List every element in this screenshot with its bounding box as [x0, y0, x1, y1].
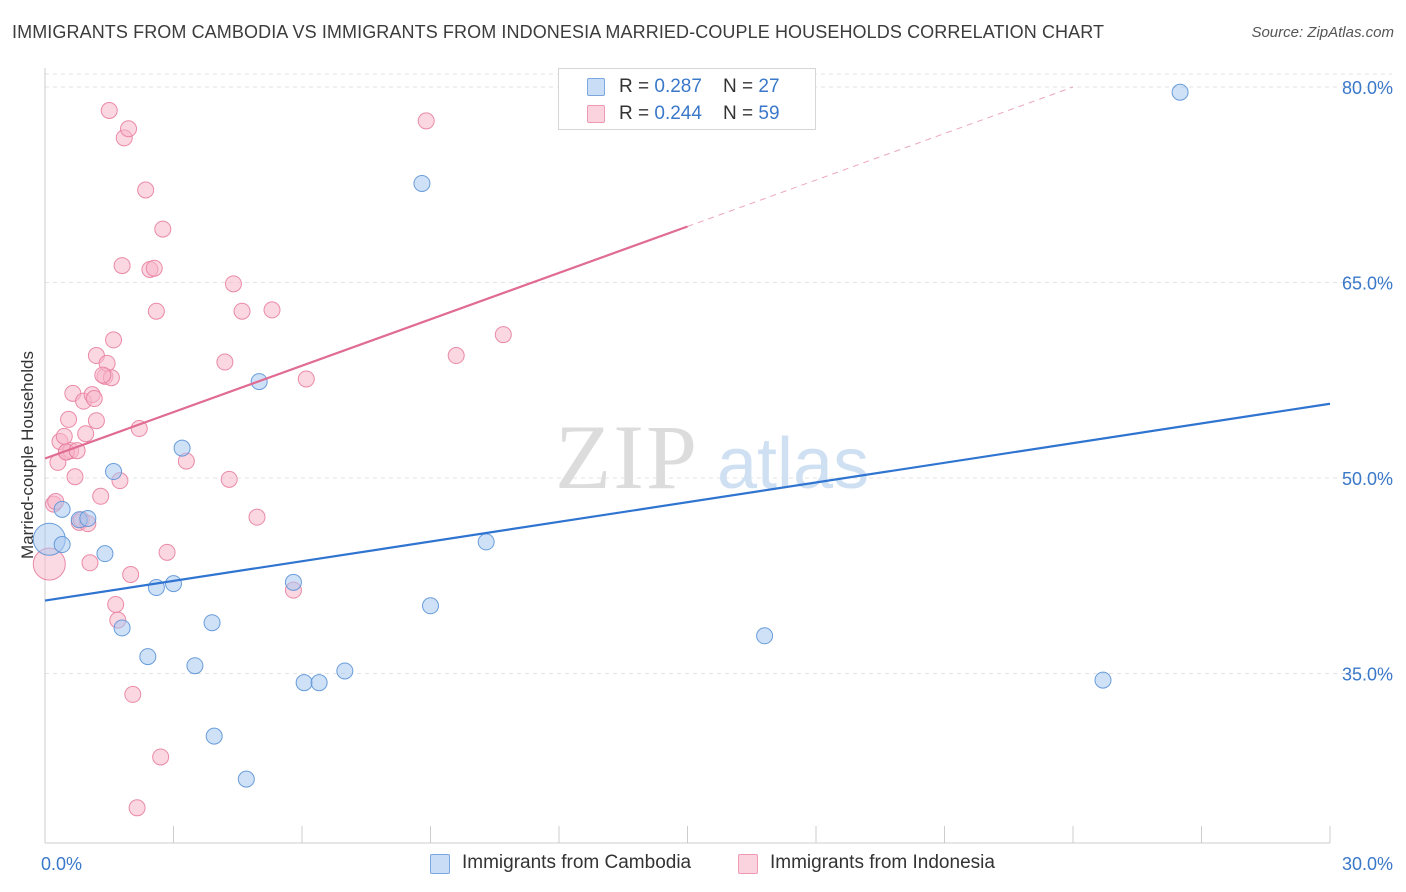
indonesia-point	[128, 799, 146, 817]
cambodia-point	[173, 439, 191, 457]
cambodia-point	[53, 500, 71, 518]
indonesia-point	[145, 259, 163, 277]
indonesia-point	[154, 220, 172, 238]
indonesia-point	[216, 353, 234, 371]
x-tick-label: 0.0%	[41, 854, 82, 874]
indonesia-point	[113, 257, 131, 275]
n-label: N =	[723, 103, 759, 124]
cambodia-point	[295, 674, 313, 692]
indonesia-point	[233, 302, 251, 320]
indonesia-point	[60, 410, 78, 428]
cambodia-point	[413, 174, 431, 192]
x-tick-label: 30.0%	[1342, 854, 1393, 874]
cambodia-point	[96, 545, 114, 563]
indonesia-point	[81, 554, 99, 572]
cambodia-point	[79, 509, 97, 527]
indonesia-point	[105, 331, 123, 349]
indonesia-point	[158, 543, 176, 561]
indonesia-point	[147, 302, 165, 320]
cambodia-swatch	[587, 78, 605, 96]
grid-layer	[45, 73, 1392, 675]
cambodia-point	[284, 573, 302, 591]
n-value: 59	[758, 103, 780, 124]
cambodia-point	[336, 662, 354, 680]
indonesia-point	[85, 390, 103, 408]
cambodia-point	[53, 536, 71, 554]
indonesia-point	[297, 370, 315, 388]
r-value: 0.287	[654, 76, 702, 97]
indonesia-point	[122, 566, 140, 584]
watermark-zip: ZIP	[555, 406, 699, 508]
cambodia-point	[477, 533, 495, 551]
cambodia-point	[139, 648, 157, 666]
y-tick-label: 65.0%	[1342, 274, 1393, 294]
watermark: ZIP atlas	[555, 406, 869, 508]
indonesia-point	[55, 427, 73, 445]
stats-legend: R = 0.287 N = 27 R = 0.244 N = 59	[558, 68, 816, 130]
cambodia-point	[205, 727, 223, 745]
y-tick-label: 35.0%	[1342, 665, 1393, 685]
cambodia-point	[1171, 83, 1189, 101]
indonesia-legend-label: Immigrants from Indonesia	[770, 852, 995, 873]
cambodia-point	[1094, 671, 1112, 689]
cambodia-point	[203, 614, 221, 632]
y-tick-label: 80.0%	[1342, 78, 1393, 98]
tick-labels: 35.0% 50.0% 65.0% 80.0% 0.0% 30.0%	[41, 78, 1393, 874]
indonesia-point	[224, 275, 242, 293]
indonesia-point	[100, 101, 118, 119]
r-label: R =	[619, 76, 655, 97]
indonesia-point	[92, 487, 110, 505]
y-tick-label: 50.0%	[1342, 469, 1393, 489]
indonesia-point	[87, 412, 105, 430]
indonesia-point	[447, 347, 465, 365]
cambodia-legend-label: Immigrants from Cambodia	[462, 852, 692, 873]
cambodia-point	[422, 597, 439, 615]
indonesia-point	[220, 470, 238, 488]
cambodia-point	[113, 619, 131, 637]
chart-title: IMMIGRANTS FROM CAMBODIA VS IMMIGRANTS F…	[12, 22, 1105, 42]
indonesia-point	[124, 685, 142, 703]
cambodia-point	[186, 657, 204, 675]
cambodia-point	[756, 627, 774, 645]
watermark-atlas: atlas	[717, 424, 869, 504]
cambodia-trend-line	[44, 402, 1331, 602]
cambodia-points	[32, 83, 1189, 788]
indonesia-point	[417, 112, 435, 130]
indonesia-point	[152, 748, 170, 766]
indonesia-trend-line	[44, 225, 688, 460]
indonesia-point	[263, 301, 281, 319]
indonesia-points	[32, 101, 512, 817]
indonesia-point	[494, 326, 512, 344]
n-label: N =	[723, 76, 759, 97]
source-credit: Source: ZipAtlas.com	[1251, 24, 1394, 41]
indonesia-point	[77, 425, 95, 443]
n-value: 27	[758, 76, 780, 97]
indonesia-legend-swatch	[738, 854, 758, 874]
cambodia-point	[105, 463, 123, 481]
indonesia-point	[137, 181, 155, 199]
cambodia-point	[310, 674, 328, 692]
r-value: 0.244	[654, 103, 702, 124]
r-label: R =	[619, 103, 655, 124]
cambodia-point	[237, 770, 255, 788]
indonesia-point	[248, 508, 266, 526]
trend-layer	[44, 86, 1331, 602]
cambodia-point	[165, 575, 182, 593]
indonesia-point	[66, 468, 84, 486]
indonesia-point	[94, 366, 112, 384]
indonesia-point	[107, 595, 125, 613]
indonesia-swatch	[587, 105, 605, 123]
cambodia-legend-swatch	[430, 854, 450, 874]
indonesia-trend-extension	[687, 86, 1074, 227]
indonesia-point	[120, 120, 138, 138]
axis-layer	[44, 68, 1331, 844]
